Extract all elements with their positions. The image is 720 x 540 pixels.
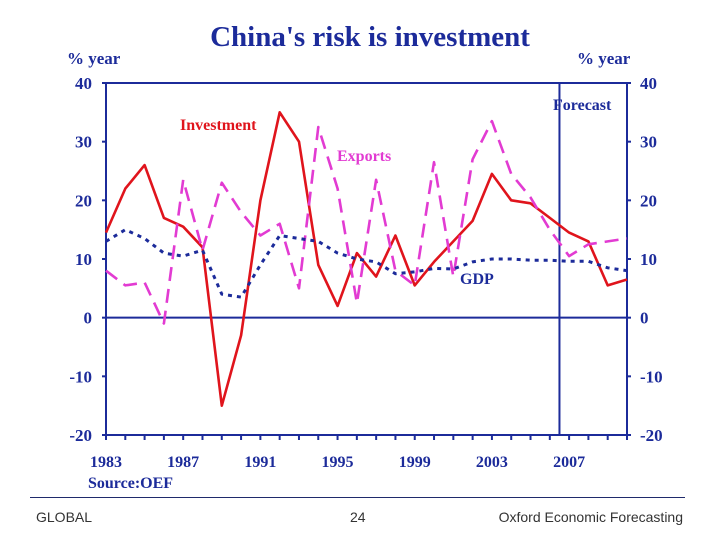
x-tick-label: 1983 — [90, 454, 122, 471]
chart-title: China's risk is investment — [210, 21, 530, 53]
y-tick-label-right: 0 — [640, 309, 649, 328]
axes — [105, 82, 628, 436]
x-tick-label: 1987 — [167, 454, 199, 471]
y-tick-label-left: -10 — [69, 367, 92, 386]
y-tick-label-left: 0 — [84, 309, 93, 328]
y-tick-label-right: -10 — [640, 367, 663, 386]
footer-page-number: 24 — [350, 509, 366, 525]
y-tick-label-left: 20 — [75, 191, 92, 210]
y-axis-label-right: % year — [577, 49, 631, 68]
y-axis-label-left: % year — [67, 49, 121, 68]
y-tick-label-right: 10 — [640, 250, 657, 269]
source-label: Source:OEF — [88, 475, 173, 492]
footer-right-text: Oxford Economic Forecasting — [498, 509, 683, 525]
y-tick-label-right: -20 — [640, 426, 663, 445]
footer-rule — [30, 497, 685, 498]
footer-left-text: GLOBAL — [36, 509, 93, 525]
series-label-exports: Exports — [337, 148, 391, 165]
x-tick-label: 1995 — [322, 454, 354, 471]
x-tick-label: 1999 — [399, 454, 431, 471]
y-tick-label-right: 40 — [640, 74, 657, 93]
y-tick-label-left: 40 — [75, 74, 92, 93]
series-annotations: Investment Exports GDP — [180, 117, 494, 288]
x-tick-label: 1991 — [244, 454, 276, 471]
forecast-label: Forecast — [553, 97, 612, 114]
ticks: -20 -20 -10 -10 0 0 10 10 20 20 30 30 40 40 1983 1987 19… — [69, 74, 662, 471]
y-tick-label-left: -20 — [69, 426, 92, 445]
y-tick-label-right: 30 — [640, 133, 657, 152]
y-tick-label-left: 10 — [75, 250, 92, 269]
series-lines — [104, 111, 628, 408]
series-label-investment: Investment — [180, 117, 257, 134]
series-line-exports — [105, 119, 628, 325]
y-tick-label-left: 30 — [75, 133, 92, 152]
y-tick-label-right: 20 — [640, 191, 657, 210]
series-line-investment — [104, 111, 628, 408]
x-tick-label: 2007 — [553, 454, 585, 471]
chart: China's risk is investment % year % year… — [67, 21, 663, 492]
x-tick-label: 2003 — [476, 454, 508, 471]
series-label-gdp: GDP — [460, 271, 494, 288]
